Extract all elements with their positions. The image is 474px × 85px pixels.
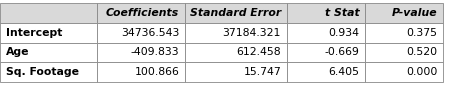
Text: P-value: P-value bbox=[392, 8, 438, 18]
Text: 612.458: 612.458 bbox=[237, 47, 281, 57]
Bar bbox=[365, 42, 443, 62]
Bar bbox=[287, 62, 365, 82]
Bar bbox=[365, 62, 443, 82]
Bar bbox=[97, 42, 185, 62]
Text: t Stat: t Stat bbox=[325, 8, 359, 18]
Text: -0.669: -0.669 bbox=[324, 47, 359, 57]
Text: Standard Error: Standard Error bbox=[190, 8, 281, 18]
Bar bbox=[287, 42, 365, 62]
Bar bbox=[365, 23, 443, 42]
Bar bbox=[0, 42, 97, 62]
Text: 0.375: 0.375 bbox=[407, 28, 438, 38]
Text: Age: Age bbox=[6, 47, 29, 57]
Text: 0.934: 0.934 bbox=[328, 28, 359, 38]
Bar bbox=[97, 62, 185, 82]
Bar bbox=[287, 3, 365, 23]
Text: Coefficients: Coefficients bbox=[106, 8, 179, 18]
Text: 6.405: 6.405 bbox=[328, 67, 359, 77]
Text: Sq. Footage: Sq. Footage bbox=[6, 67, 79, 77]
Text: Intercept: Intercept bbox=[6, 28, 62, 38]
Bar bbox=[365, 3, 443, 23]
Bar bbox=[185, 3, 287, 23]
Bar bbox=[185, 62, 287, 82]
Text: 0.520: 0.520 bbox=[406, 47, 438, 57]
Bar bbox=[287, 23, 365, 42]
Text: 0.000: 0.000 bbox=[406, 67, 438, 77]
Bar bbox=[0, 62, 97, 82]
Text: 34736.543: 34736.543 bbox=[121, 28, 179, 38]
Bar bbox=[0, 3, 97, 23]
Text: 15.747: 15.747 bbox=[243, 67, 281, 77]
Bar bbox=[97, 23, 185, 42]
Bar bbox=[97, 3, 185, 23]
Bar bbox=[0, 23, 97, 42]
Text: -409.833: -409.833 bbox=[130, 47, 179, 57]
Text: 100.866: 100.866 bbox=[134, 67, 179, 77]
Bar bbox=[185, 42, 287, 62]
Bar bbox=[185, 23, 287, 42]
Text: 37184.321: 37184.321 bbox=[223, 28, 281, 38]
